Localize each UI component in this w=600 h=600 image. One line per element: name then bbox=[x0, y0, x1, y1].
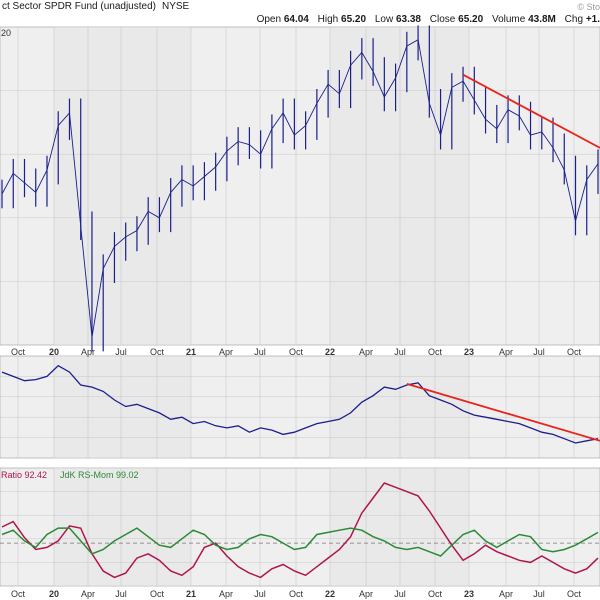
x-tick-label-bottom: Jul bbox=[394, 589, 406, 599]
x-tick-label: Jul bbox=[533, 347, 545, 357]
x-tick-label-bottom: Jul bbox=[533, 589, 545, 599]
close-value: 65.20 bbox=[458, 14, 484, 25]
x-tick-label: Apr bbox=[81, 347, 95, 357]
rs-mom-line bbox=[1, 527, 599, 557]
year-band bbox=[54, 356, 191, 458]
x-tick-label-bottom: Jul bbox=[115, 589, 127, 599]
jdk-series bbox=[1, 482, 599, 579]
x-tick-label-bottom: 22 bbox=[325, 589, 335, 599]
x-tick-label-bottom: Apr bbox=[81, 589, 95, 599]
x-tick-label-bottom: Oct bbox=[150, 589, 165, 599]
x-tick-label-bottom: Apr bbox=[219, 589, 233, 599]
x-axis-tick-labels: Oct Oct 20 20 Apr Apr Jul Jul Oct Oct 21 21 Apr Apr Ju… bbox=[11, 347, 582, 599]
x-tick-label-bottom: Oct bbox=[428, 589, 443, 599]
exchange-label: NYSE bbox=[161, 1, 190, 12]
gridlines bbox=[0, 27, 600, 586]
relative-strength-series bbox=[1, 364, 599, 444]
rs-mom-legend: JdK RS-Mom 99.02 bbox=[60, 470, 139, 480]
x-tick-label: 23 bbox=[464, 347, 474, 357]
x-tick-label-bottom: Apr bbox=[359, 589, 373, 599]
price-line bbox=[1, 38, 599, 338]
low-label: Low bbox=[374, 14, 394, 25]
x-tick-label-bottom: Oct bbox=[289, 589, 304, 599]
chart-header: ct Sector SPDR Fund (unadjusted) NYSE © S… bbox=[0, 0, 600, 27]
quote-bar: Open 64.04 High 65.20 Low 63.38 Close 65… bbox=[251, 14, 600, 25]
fund-name: ct Sector SPDR Fund (unadjusted) bbox=[2, 1, 156, 12]
stockcharts-watermark: © Sto bbox=[577, 2, 600, 12]
trendlines bbox=[406, 73, 600, 442]
x-tick-label-bottom: Oct bbox=[11, 589, 26, 599]
x-tick-label: Oct bbox=[567, 347, 582, 357]
volume-value: 43.8M bbox=[528, 14, 556, 25]
volume-label: Volume bbox=[491, 14, 526, 25]
price-trendline bbox=[462, 73, 600, 149]
low-value: 63.38 bbox=[395, 14, 421, 25]
x-tick-label-bottom: Oct bbox=[567, 589, 582, 599]
price-series bbox=[1, 25, 599, 352]
chart-title: ct Sector SPDR Fund (unadjusted) NYSE bbox=[2, 1, 189, 12]
x-tick-label: Oct bbox=[428, 347, 443, 357]
year-band bbox=[330, 468, 469, 586]
high-label: High bbox=[317, 14, 339, 25]
x-tick-label-bottom: 20 bbox=[49, 589, 59, 599]
rs-ratio-line bbox=[1, 482, 599, 579]
top-axis-fragment: 20 bbox=[1, 28, 11, 38]
x-tick-label: 21 bbox=[186, 347, 196, 357]
x-tick-label: Jul bbox=[115, 347, 127, 357]
x-tick-label-bottom: 23 bbox=[464, 589, 474, 599]
x-tick-label-bottom: 21 bbox=[186, 589, 196, 599]
x-tick-label: Oct bbox=[289, 347, 304, 357]
x-tick-label: Oct bbox=[150, 347, 165, 357]
rs-trendline bbox=[406, 383, 600, 442]
year-band bbox=[330, 27, 469, 345]
x-tick-label-bottom: Apr bbox=[499, 589, 513, 599]
x-tick-label: Jul bbox=[254, 347, 266, 357]
open-label: Open bbox=[256, 14, 282, 25]
x-tick-label: 20 bbox=[49, 347, 59, 357]
x-tick-label-bottom: Jul bbox=[254, 589, 266, 599]
rs-ratio-legend: Ratio 92.42 bbox=[1, 470, 47, 480]
x-tick-label: 22 bbox=[325, 347, 335, 357]
open-value: 64.04 bbox=[283, 14, 309, 25]
x-tick-label: Apr bbox=[219, 347, 233, 357]
close-label: Close bbox=[429, 14, 456, 25]
high-value: 65.20 bbox=[341, 14, 367, 25]
x-tick-label: Jul bbox=[394, 347, 406, 357]
chg-label: Chg bbox=[564, 14, 584, 25]
year-band bbox=[330, 356, 469, 458]
x-tick-label: Oct bbox=[11, 347, 26, 357]
x-tick-label: Apr bbox=[359, 347, 373, 357]
chg-value: +1. bbox=[585, 14, 600, 25]
rs-line bbox=[1, 364, 599, 444]
x-tick-label: Apr bbox=[499, 347, 513, 357]
indicator-legend: Ratio 92.42 JdK RS-Mom 99.02 bbox=[1, 470, 139, 480]
